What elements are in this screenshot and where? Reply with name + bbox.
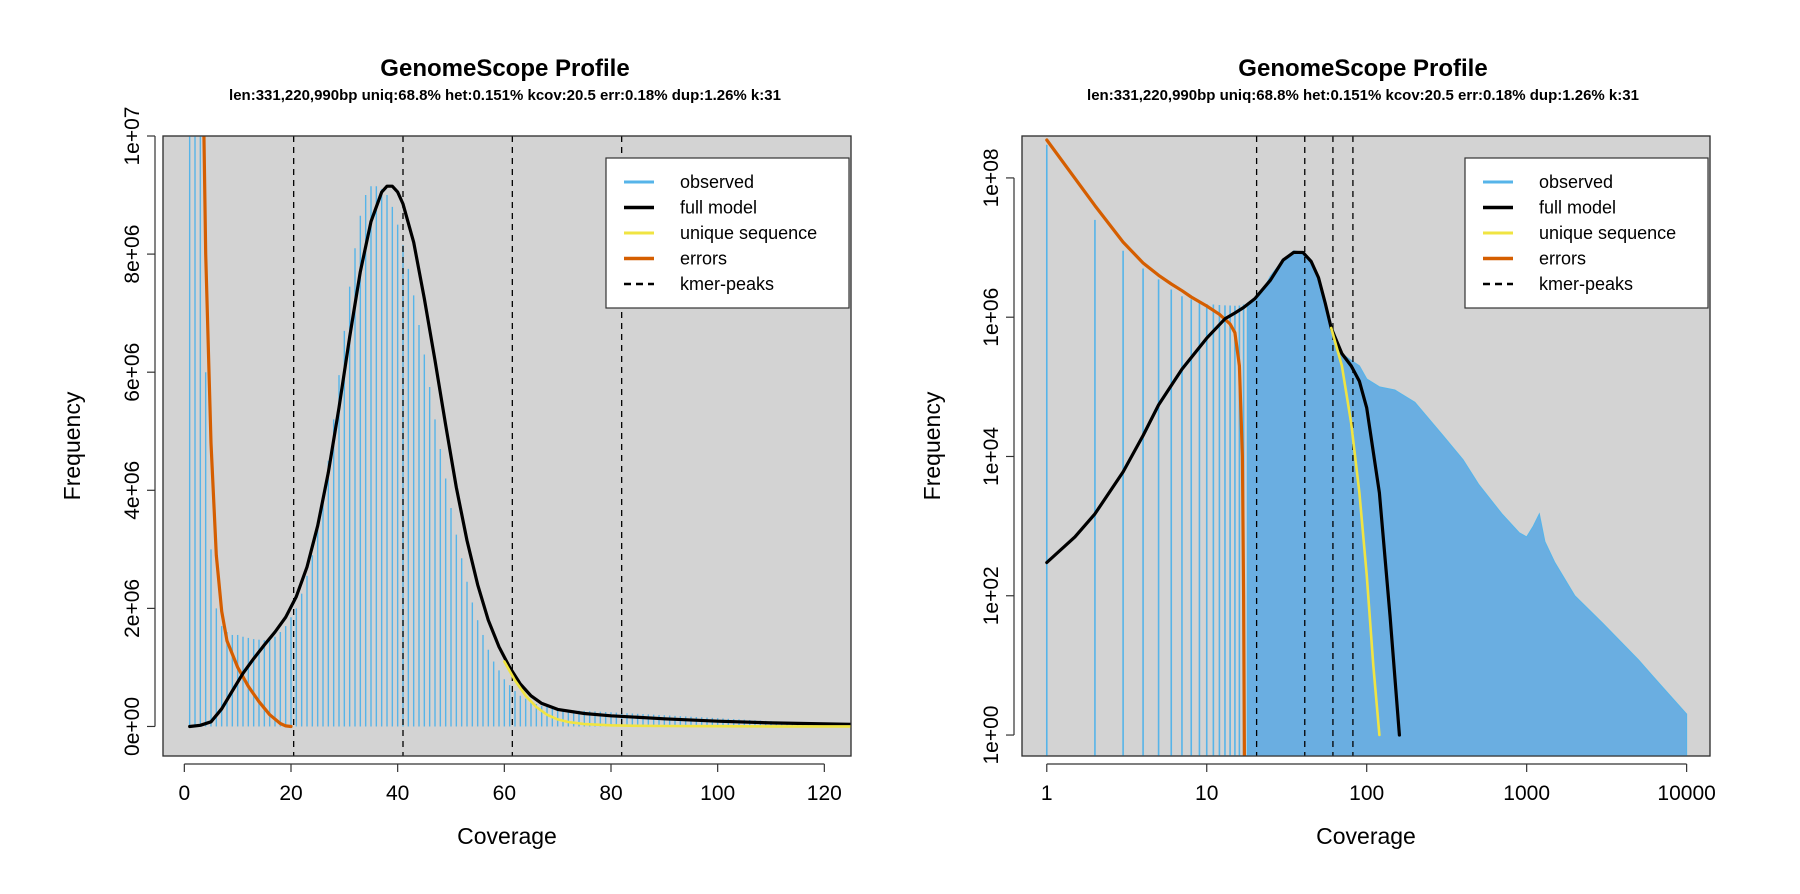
x-axis: 0 20 40 60 80 100 120	[178, 763, 842, 805]
x-tick-label: 1	[1041, 782, 1053, 805]
model-curves	[1045, 138, 1401, 756]
x-tick-label: 1000	[1503, 782, 1550, 805]
legend-label: errors	[680, 249, 727, 269]
y-tick-label: 8e+06	[121, 225, 144, 284]
y-tick-label: 1e+02	[980, 566, 1003, 625]
y-tick-label: 1e+04	[980, 427, 1003, 486]
legend: observed full model unique sequence errors k…	[605, 157, 850, 309]
legend-label: unique sequence	[680, 223, 817, 243]
x-axis: 1 10 100 1000 10000	[1041, 763, 1716, 805]
y-tick-label: 1e+07	[121, 107, 144, 166]
legend-label: observed	[680, 172, 754, 192]
x-tick-label: 120	[807, 782, 842, 805]
x-tick-label: 10	[1195, 782, 1218, 805]
legend: observed full model unique sequence errors k…	[1464, 157, 1709, 309]
errors-curve	[1045, 138, 1246, 756]
x-tick-label: 40	[386, 782, 409, 805]
legend-label: kmer-peaks	[680, 274, 774, 294]
legend-label: full model	[680, 198, 757, 218]
legend-label: observed	[1539, 172, 1613, 192]
chart-title: GenomeScope Profile	[1238, 55, 1487, 82]
legend-label: unique sequence	[1539, 223, 1676, 243]
x-tick-label: 100	[700, 782, 735, 805]
unique-sequence-curve	[1329, 326, 1381, 737]
y-axis: 1e+00 1e+02 1e+04 1e+06 1e+08	[980, 148, 1015, 765]
plot-frame	[162, 135, 852, 757]
full-model-curve	[188, 184, 851, 729]
y-tick-label: 2e+06	[121, 579, 144, 638]
x-axis-label: Coverage	[457, 823, 557, 849]
plot-frame	[1021, 135, 1711, 757]
x-tick-label: 0	[178, 782, 190, 805]
observed-bars	[188, 136, 851, 727]
y-axis-label: Frequency	[919, 391, 945, 500]
x-tick-label: 10000	[1657, 782, 1715, 805]
y-tick-label: 1e+08	[980, 148, 1003, 207]
errors-curve	[202, 136, 293, 729]
unique-sequence-curve	[503, 660, 851, 728]
chart-log: GenomeScope Profile len:331,220,990bp un…	[919, 55, 1716, 849]
chart-subtitle: len:331,220,990bp uniq:68.8% het:0.151% …	[229, 87, 781, 104]
y-tick-label: 4e+06	[121, 461, 144, 520]
legend-label: full model	[1539, 198, 1616, 218]
chart-linear: GenomeScope Profile len:331,220,990bp un…	[59, 55, 852, 849]
chart-subtitle: len:331,220,990bp uniq:68.8% het:0.151% …	[1087, 87, 1639, 104]
full-model-curve	[1045, 250, 1401, 737]
x-tick-label: 80	[599, 782, 622, 805]
model-curves	[188, 136, 851, 729]
x-tick-label: 20	[279, 782, 302, 805]
x-axis-label: Coverage	[1316, 823, 1416, 849]
legend-label: errors	[1539, 249, 1586, 269]
y-axis-label: Frequency	[59, 391, 85, 500]
x-tick-label: 100	[1349, 782, 1384, 805]
x-tick-label: 60	[493, 782, 516, 805]
y-tick-label: 6e+06	[121, 343, 144, 402]
legend-label: kmer-peaks	[1539, 274, 1633, 294]
y-tick-label: 0e+00	[121, 697, 144, 756]
chart-title: GenomeScope Profile	[380, 55, 629, 82]
y-tick-label: 1e+00	[980, 706, 1003, 765]
y-tick-label: 1e+06	[980, 288, 1003, 347]
y-axis: 0e+00 2e+06 4e+06 6e+06 8e+06 1e+07	[121, 107, 156, 756]
